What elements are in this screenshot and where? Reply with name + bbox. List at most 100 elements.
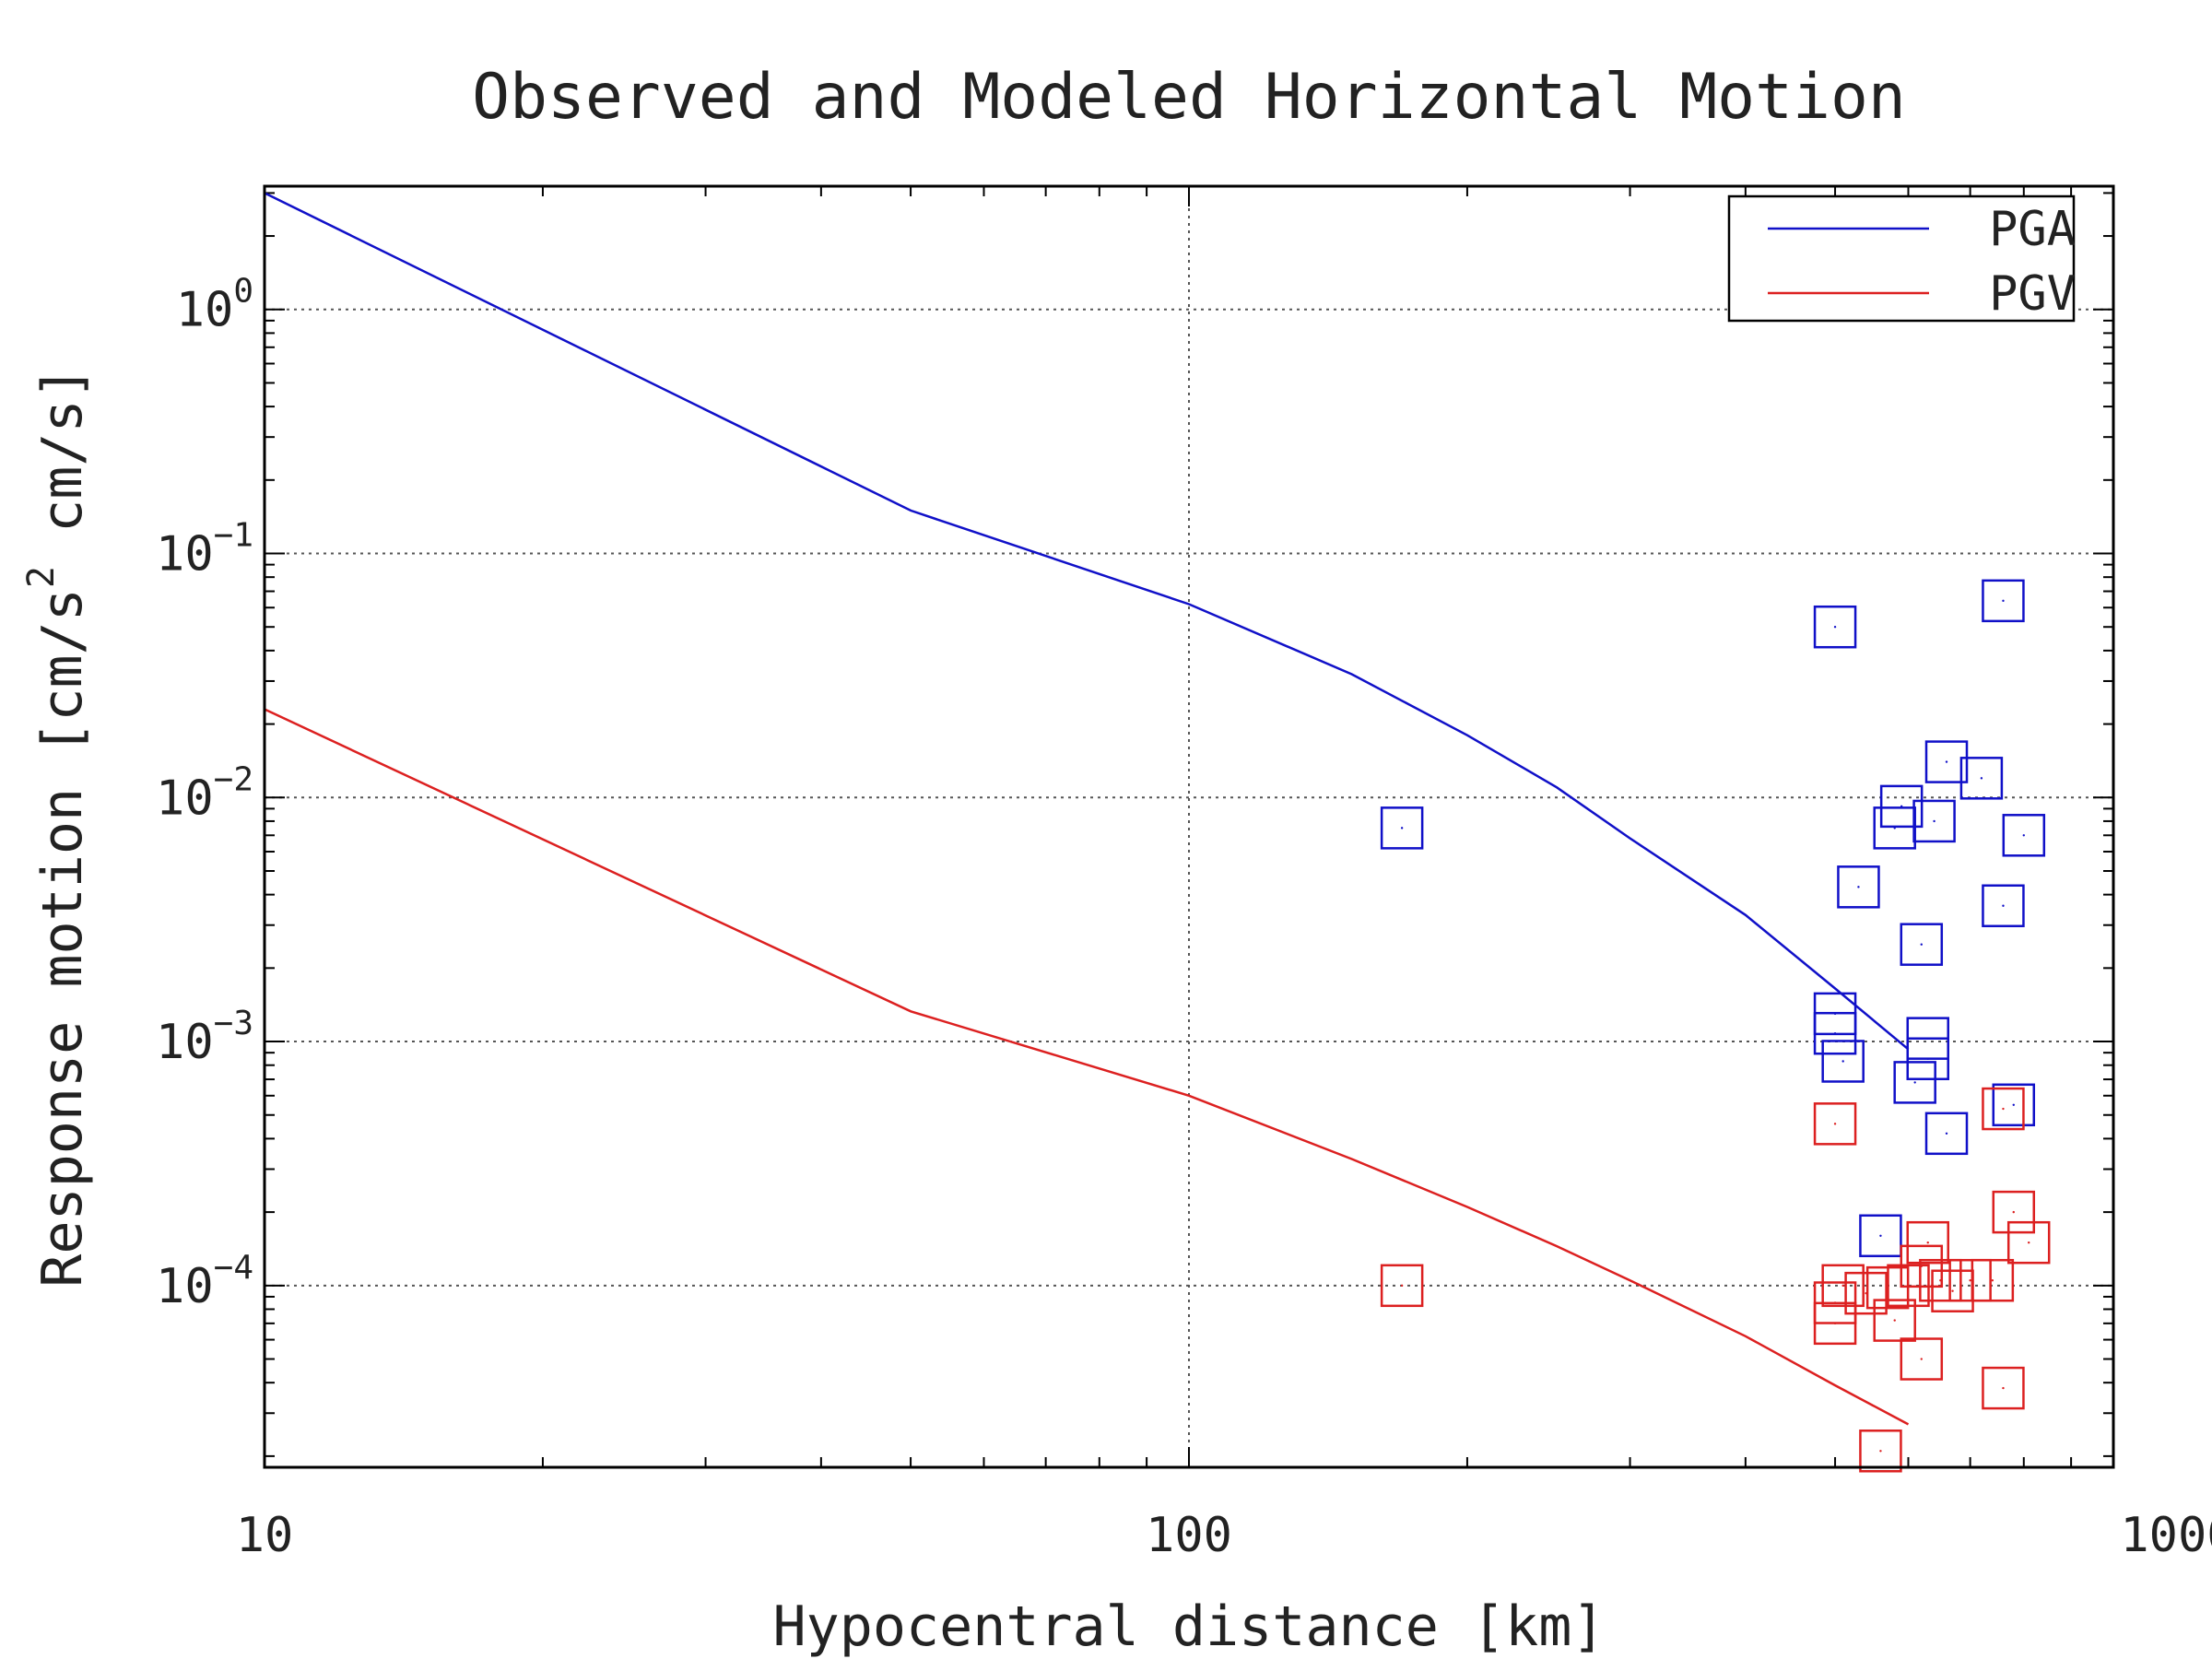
y-axis-label-part: Response motion [cm/s (30, 588, 95, 1288)
marker-center-dot (1980, 777, 1983, 780)
marker-center-dot (2022, 834, 2025, 837)
marker-pgv-observed (1900, 1337, 1944, 1381)
y-axis-label-part: 2 (20, 566, 63, 588)
marker-pga-observed (1912, 799, 1956, 843)
y-tick-exponent: −2 (214, 760, 253, 798)
marker-center-dot (1857, 886, 1860, 888)
marker-center-dot (1939, 1279, 1942, 1282)
marker-center-dot (2002, 904, 2005, 907)
chart-title: Observed and Modeled Horizontal Motion (472, 61, 1906, 134)
y-tick-exponent: 0 (233, 273, 253, 311)
marker-center-dot (1920, 943, 1923, 946)
y-tick-base: 10 (176, 283, 234, 338)
y-tick-label: 10−1 (156, 517, 253, 582)
marker-center-dot (1841, 1284, 1844, 1288)
marker-center-dot (2012, 1103, 2015, 1106)
marker-pgv-observed (1859, 1430, 1902, 1473)
marker-center-dot (1879, 1234, 1882, 1237)
marker-pgv-observed (1982, 1087, 2025, 1131)
marker-center-dot (1991, 1279, 1994, 1282)
marker-pgv-observed (1919, 1258, 1962, 1302)
y-tick-label: 10−3 (156, 1005, 253, 1070)
marker-center-dot (1893, 827, 1896, 830)
y-axis-label: Response motion [cm/s2 cm/s] (20, 366, 95, 1287)
y-tick-base: 10 (156, 1015, 214, 1070)
marker-center-dot (1926, 1057, 1929, 1060)
marker-pga-observed (1924, 1112, 1969, 1156)
marker-pgv-observed (1844, 1271, 1888, 1315)
marker-pgv-observed (1992, 1190, 2036, 1234)
marker-center-dot (1926, 1241, 1929, 1244)
y-axis-label-part: cm/s] (30, 366, 95, 566)
marker-pgv-observed (1906, 1220, 1949, 1265)
marker-center-dot (2012, 1210, 2015, 1214)
marker-pga-observed (1821, 1040, 1865, 1083)
x-tick-labels: 10 100 1000 (236, 1508, 2212, 1563)
marker-pgv-observed (1865, 1265, 1910, 1310)
legend-box (1727, 194, 2076, 323)
marker-pga-observed (1879, 784, 1924, 829)
marker-pga-observed (1906, 1037, 1949, 1080)
y-tick-label: 10−4 (156, 1249, 253, 1314)
marker-center-dot (1833, 1032, 1837, 1035)
marker-center-dot (2028, 1241, 2030, 1244)
marker-pga-observed (1893, 1061, 1936, 1104)
marker-center-dot (1833, 626, 1837, 629)
marker-pga-observed (1982, 884, 2025, 928)
marker-pgv-observed (1931, 1269, 1974, 1312)
marker-center-dot (2002, 1386, 2005, 1390)
line-pgv (264, 708, 1910, 1426)
marker-center-dot (1920, 1358, 1923, 1360)
y-tick-exponent: −1 (214, 517, 253, 555)
marker-center-dot (1951, 1289, 1954, 1292)
marker-pgv-observed (2006, 1220, 2051, 1265)
marker-pgv-observed (1873, 1299, 1916, 1342)
marker-pga-observed (1813, 605, 1857, 649)
x-tick-label: 100 (1146, 1508, 1232, 1563)
marker-pga-observed (1992, 1083, 2036, 1127)
marker-pgv-observed (1948, 1258, 1992, 1302)
marker-center-dot (1400, 1284, 1404, 1288)
marker-center-dot (1833, 1123, 1837, 1125)
marker-center-dot (1893, 1319, 1896, 1322)
marker-pgv-observed (1380, 1264, 1424, 1308)
y-tick-exponent: −3 (214, 1005, 253, 1042)
x-tick-label: 10 (236, 1508, 294, 1563)
ticks-layer (264, 186, 2114, 1467)
y-tick-base: 10 (156, 1259, 214, 1314)
marker-center-dot (1945, 760, 1948, 763)
marker-pga-observed (1982, 579, 2025, 623)
marker-center-dot (1969, 1279, 1971, 1282)
marker-center-dot (1913, 1081, 1916, 1084)
marker-center-dot (1945, 1132, 1948, 1135)
x-tick-label: 1000 (2120, 1508, 2212, 1563)
y-tick-label: 10−2 (156, 760, 253, 826)
marker-center-dot (1865, 1291, 1867, 1295)
marker-pga-observed (1380, 806, 1424, 850)
marker-center-dot (2002, 599, 2005, 603)
x-axis-label: Hypocentral distance [km] (772, 1594, 1605, 1659)
marker-pgv-observed (1813, 1102, 1857, 1146)
plot-frame (263, 184, 2115, 1469)
legend-label-pgv: PGV (1989, 266, 2076, 322)
series-layer (264, 192, 2051, 1473)
y-tick-label: 100 (176, 273, 253, 338)
y-tick-base: 10 (156, 527, 214, 582)
line-pga (264, 192, 1910, 1051)
legend: PGA PGV (1727, 194, 2076, 323)
legend-label-pga: PGA (1989, 202, 2076, 257)
y-tick-base: 10 (156, 771, 214, 826)
marker-pga-observed (2002, 814, 2046, 857)
marker-pga-observed (1859, 1214, 1902, 1258)
y-tick-exponent: −4 (214, 1249, 253, 1287)
marker-pga-observed (1959, 757, 2004, 800)
marker-center-dot (1879, 1450, 1882, 1453)
marker-pga-observed (1924, 740, 1969, 783)
marker-center-dot (1833, 1322, 1837, 1325)
marker-center-dot (2002, 1107, 2005, 1111)
marker-pga-observed (1837, 865, 1880, 909)
marker-center-dot (1933, 819, 1936, 823)
marker-pga-observed (1900, 923, 1944, 966)
